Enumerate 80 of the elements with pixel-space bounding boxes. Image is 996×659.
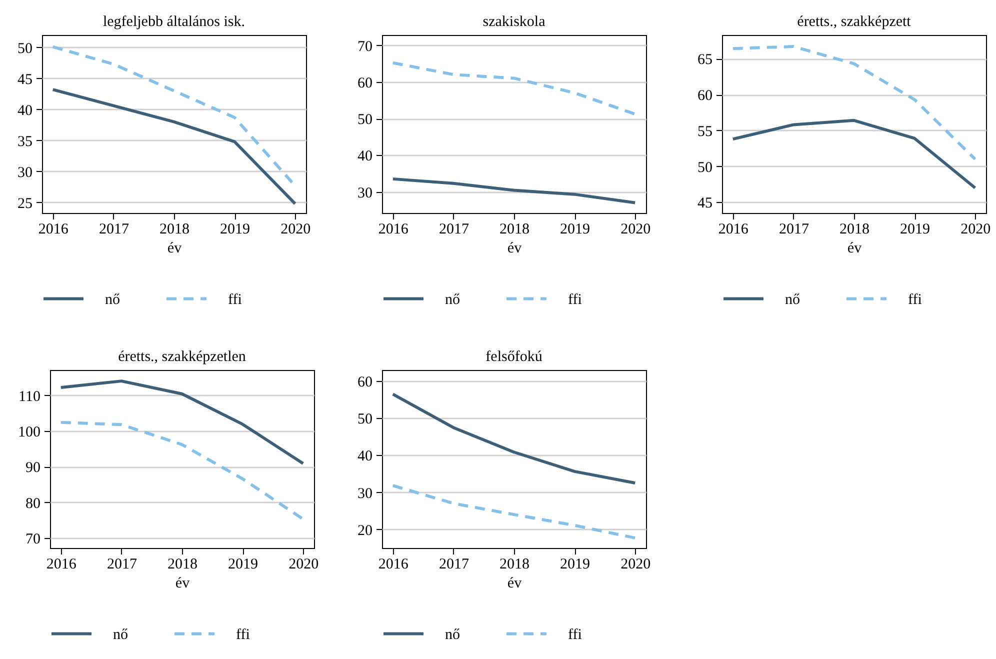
x-tick-label: 2018 [500, 556, 530, 572]
line-series [51, 88, 297, 206]
x-tick-label: 2017 [106, 556, 138, 572]
y-tick-label: 20 [358, 522, 372, 539]
x-tick-label: 2020 [620, 556, 651, 572]
x-axis-title: év [507, 240, 522, 256]
y-tick-label: 70 [26, 532, 40, 548]
x-tick-label: 2019 [560, 222, 590, 238]
x-tick-label: 2017 [438, 556, 470, 572]
x-tick-label: 2018 [168, 556, 198, 572]
line-series [59, 380, 305, 465]
x-tick-label: 2017 [778, 222, 810, 238]
y-tick-label: 60 [358, 374, 372, 390]
x-tick-label: 2017 [438, 222, 470, 238]
chart-title: szakiskola [482, 14, 546, 30]
x-tick-label: 2019 [220, 222, 250, 238]
chart-title: legfeljebb általános isk. [102, 14, 246, 30]
y-tick-label: 50 [358, 411, 372, 428]
y-tick-label: 40 [18, 102, 32, 119]
legend-label: ffi [236, 626, 250, 643]
chart-title: éretts., szakképzett [797, 14, 912, 30]
x-axis-title: év [175, 576, 190, 592]
x-axis-title: év [507, 576, 522, 592]
legend-label: nő [445, 292, 460, 308]
x-tick-label: 2016 [378, 222, 409, 238]
x-axis-title: év [167, 240, 182, 256]
x-tick-label: 2019 [560, 556, 590, 572]
x-tick-label: 2020 [620, 222, 651, 238]
y-tick-label: 70 [358, 38, 372, 55]
y-tick-label: 50 [358, 112, 372, 128]
chart-title: felsőfokú [486, 349, 543, 365]
x-tick-label: 2016 [718, 222, 749, 238]
y-tick-label: 60 [358, 75, 372, 92]
y-tick-label: 50 [18, 40, 32, 57]
x-tick-label: 2017 [98, 222, 130, 238]
y-tick-label: 25 [18, 196, 32, 212]
legend-label: nő [785, 292, 800, 308]
y-tick-label: 100 [18, 424, 40, 440]
legend-label: nő [445, 626, 460, 643]
x-tick-label: 2016 [46, 556, 77, 572]
x-tick-label: 2020 [288, 556, 319, 572]
y-tick-label: 30 [18, 164, 32, 181]
y-tick-label: 45 [18, 72, 32, 88]
y-tick-label: 45 [698, 196, 712, 212]
y-tick-label: 55 [698, 124, 712, 140]
y-tick-label: 30 [358, 185, 372, 202]
x-axis-title: év [847, 240, 862, 256]
y-tick-label: 80 [26, 496, 40, 512]
y-tick-label: 65 [698, 52, 712, 68]
x-tick-label: 2020 [960, 222, 991, 238]
x-tick-label: 2018 [500, 222, 530, 238]
line-series [391, 61, 637, 116]
x-tick-label: 2020 [280, 222, 311, 238]
x-tick-label: 2018 [160, 222, 190, 238]
x-tick-label: 2016 [378, 556, 409, 572]
line-series [391, 177, 637, 204]
line-series [391, 484, 637, 540]
y-tick-label: 40 [358, 148, 372, 165]
y-tick-label: 90 [26, 460, 40, 476]
x-tick-label: 2019 [228, 556, 258, 572]
y-tick-label: 50 [698, 160, 712, 176]
line-series [59, 420, 305, 521]
legend-label: ffi [568, 626, 582, 643]
legend-label: ffi [568, 292, 582, 308]
y-tick-label: 40 [358, 448, 372, 465]
legend-label: nő [105, 292, 120, 308]
y-tick-label: 110 [18, 388, 40, 405]
line-series [391, 392, 637, 484]
x-tick-label: 2016 [38, 222, 69, 238]
y-tick-label: 60 [698, 88, 712, 104]
legend-label: ffi [228, 292, 242, 308]
line-series [731, 44, 977, 161]
x-tick-label: 2019 [900, 222, 930, 238]
chart-title: éretts., szakképzetlen [118, 349, 246, 365]
x-tick-label: 2018 [840, 222, 870, 238]
legend-label: ffi [908, 292, 922, 308]
legend-label: nő [113, 626, 128, 643]
y-tick-label: 30 [358, 486, 372, 502]
y-tick-label: 35 [18, 134, 32, 150]
line-series [731, 118, 977, 190]
